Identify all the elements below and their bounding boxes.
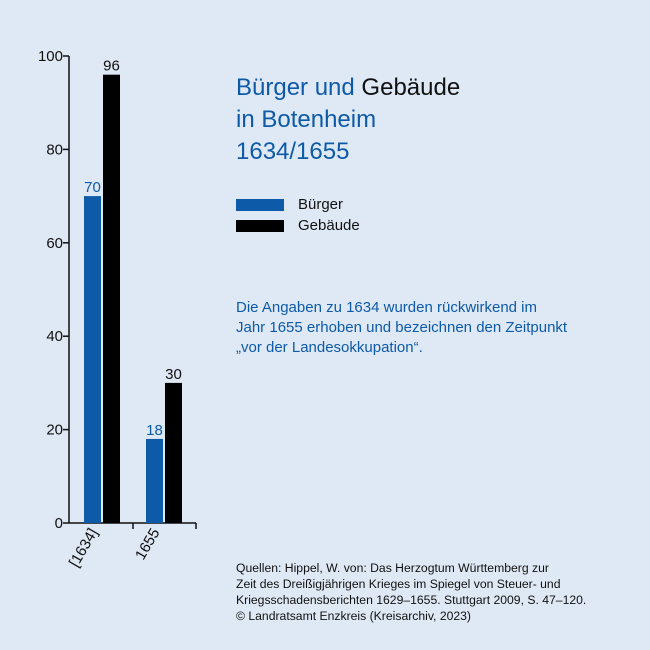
x-category-label: 1655 — [132, 526, 163, 563]
note-line-2: Jahr 1655 erhoben und bezeichnen den Zei… — [236, 319, 568, 336]
y-tick-label: 80 — [46, 141, 63, 158]
title-buerger: Bürger und — [236, 74, 362, 101]
bar-buerger-0 — [84, 196, 101, 523]
bar-value-label: 70 — [84, 179, 101, 196]
sources: Quellen: Hippel, W. von: Das Herzogtum W… — [236, 560, 636, 624]
legend-label-gebaeude: Gebäude — [298, 217, 360, 234]
sources-line-4: © Landratsamt Enzkreis (Kreisarchiv, 202… — [236, 609, 471, 623]
bar-buerger-1 — [146, 438, 163, 523]
legend: Bürger Gebäude — [236, 194, 360, 236]
legend-item-buerger: Bürger — [236, 194, 360, 215]
legend-swatch-gebaeude — [236, 219, 284, 232]
y-tick-label: 100 — [38, 48, 63, 65]
sources-line-1: Quellen: Hippel, W. von: Das Herzogtum W… — [236, 561, 549, 575]
note-line-3: „vor der Landesokkupation“. — [236, 339, 423, 356]
y-tick-label: 20 — [46, 422, 63, 439]
sources-line-3: Kriegsschadensberichten 1629–1655. Stutt… — [236, 593, 587, 607]
x-category-label: [1634] — [66, 526, 102, 571]
bar-gebaeude-1 — [165, 382, 182, 523]
bar-chart: 0 20 40 60 80 100 70 96 [1634] 18 30 1655 — [38, 48, 197, 571]
y-tick-label: 60 — [46, 235, 63, 252]
y-tick-label: 0 — [55, 515, 63, 532]
chart-title: Bürger und Gebäude in Botenheim 1634/165… — [236, 72, 460, 168]
y-tick-label: 40 — [46, 328, 63, 345]
bar-value-label: 96 — [103, 58, 120, 75]
legend-swatch-buerger — [236, 198, 284, 211]
bar-gebaeude-0 — [103, 74, 120, 524]
chart-note: Die Angaben zu 1634 wurden rückwirkend i… — [236, 298, 636, 358]
note-line-1: Die Angaben zu 1634 wurden rückwirkend i… — [236, 299, 538, 316]
legend-label-buerger: Bürger — [298, 196, 344, 213]
bar-value-label: 18 — [146, 422, 163, 439]
title-line-3: 1634/1655 — [236, 138, 350, 165]
legend-item-gebaeude: Gebäude — [236, 215, 360, 236]
bar-value-label: 30 — [165, 366, 182, 383]
sources-line-2: Zeit des Dreißigjährigen Krieges im Spie… — [236, 577, 561, 591]
title-line-2: in Botenheim — [236, 106, 377, 133]
title-gebaeude: Gebäude — [361, 74, 461, 101]
title-line-1: Bürger und Gebäude — [236, 72, 460, 104]
